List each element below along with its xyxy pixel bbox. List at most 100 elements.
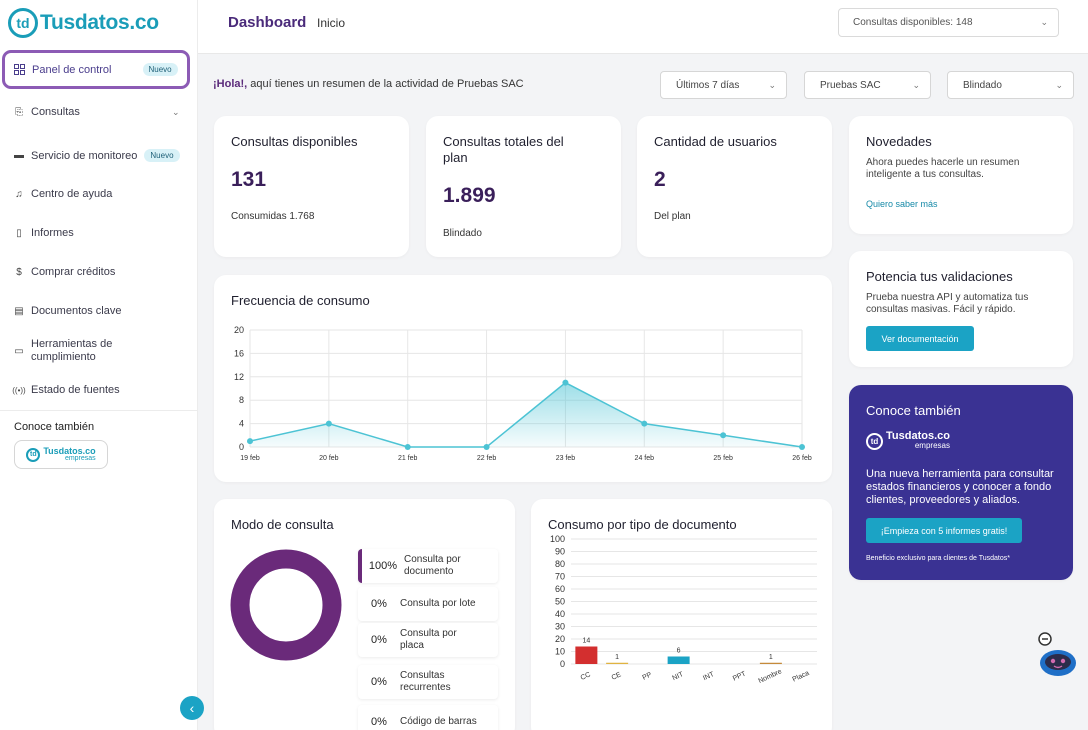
mode-row[interactable]: 0% Consulta por placa xyxy=(358,623,498,657)
start-free-button[interactable]: ¡Empieza con 5 informes gratis! xyxy=(866,518,1022,543)
sidebar: td Tusdatos.co Panel de control Nuevo ⎘ … xyxy=(0,0,204,730)
data-point xyxy=(325,420,332,427)
bar xyxy=(606,662,629,664)
y-tick-label: 30 xyxy=(555,622,565,632)
mode-row[interactable]: 0% Consulta por lote xyxy=(358,587,498,621)
y-tick-label: 4 xyxy=(239,419,244,429)
y-tick-label: 0 xyxy=(239,442,244,452)
sidebar-item-label: Panel de control xyxy=(32,63,112,76)
empresas-link[interactable]: td Tusdatos.co empresas xyxy=(14,440,108,469)
view-docs-button[interactable]: Ver documentación xyxy=(866,326,974,351)
sidebar-item-label-2: cumplimiento xyxy=(31,351,96,363)
sidebar-item-label: Consultas xyxy=(31,106,80,118)
sidebar-item-ayuda[interactable]: ♫ Centro de ayuda xyxy=(0,188,198,200)
sidebar-item-herramientas[interactable]: ▭ Herramientas de cumplimiento xyxy=(0,338,198,364)
x-tick-label: 19 feb xyxy=(240,455,260,462)
y-tick-label: 50 xyxy=(555,597,565,607)
sidebar-item-documentos[interactable]: ▤ Documentos clave xyxy=(0,305,198,317)
credits-value: Consultas disponibles: 148 xyxy=(853,17,973,28)
promo-title: Conoce también xyxy=(866,403,961,418)
mode-donut xyxy=(230,549,342,661)
coin-icon: $ xyxy=(16,266,22,278)
y-tick-label: 0 xyxy=(560,659,565,669)
company-select[interactable]: Pruebas SAC ⌄ xyxy=(804,71,931,99)
y-tick-label: 12 xyxy=(234,372,244,382)
learn-more-link[interactable]: Quiero saber más xyxy=(866,199,938,209)
stat-title-2: plan xyxy=(443,150,468,165)
x-tick-label: CC xyxy=(580,671,592,682)
sidebar-item-label: Centro de ayuda xyxy=(31,188,113,200)
sidebar-item-consultas[interactable]: ⎘ Consultas ⌄ xyxy=(0,106,198,118)
x-tick-label: PPT xyxy=(732,670,748,682)
mode-row[interactable]: 0% Consultas recurrentes xyxy=(358,665,498,699)
mode-row[interactable]: 0% Código de barras xyxy=(358,705,498,730)
mode-label: Código de barras xyxy=(400,716,477,727)
mini-brand-sub: empresas xyxy=(64,454,96,462)
chart-title: Consumo por tipo de documento xyxy=(548,517,737,532)
collapse-sidebar-button[interactable]: ‹ xyxy=(180,696,204,720)
sidebar-item-fuentes[interactable]: ((•)) Estado de fuentes xyxy=(0,384,198,396)
x-tick-label: 21 feb xyxy=(398,455,418,462)
brand-logo[interactable]: td Tusdatos.co xyxy=(8,8,159,38)
new-badge: Nuevo xyxy=(144,149,180,162)
chevron-down-icon: ⌄ xyxy=(768,80,776,90)
news-body: Ahora puedes hacerle un resumen xyxy=(866,157,1020,168)
data-point xyxy=(404,444,411,450)
greeting-hello: ¡Hola!, xyxy=(213,78,248,90)
stat-value: 131 xyxy=(231,168,267,191)
sidebar-item-label: Comprar créditos xyxy=(31,266,116,278)
top-bar: Dashboard Inicio Consultas disponibles: … xyxy=(198,0,1088,54)
sidebar-item-creditos[interactable]: $ Comprar créditos xyxy=(0,266,198,278)
sidebar-item-monitoreo[interactable]: ▬ Servicio de monitoreo Nuevo xyxy=(0,149,198,162)
data-label: 1 xyxy=(769,654,773,661)
stat-note: Del plan xyxy=(654,211,691,222)
y-tick-label: 90 xyxy=(555,547,565,557)
mode-pct: 100% xyxy=(368,560,398,572)
x-tick-label: 25 feb xyxy=(713,455,733,462)
chatbot-icon[interactable] xyxy=(1033,631,1081,679)
sidebar-item-label: Informes xyxy=(31,227,74,239)
mode-label-2: documento xyxy=(404,566,454,577)
greeting: ¡Hola!, aquí tienes un resumen de la act… xyxy=(213,78,524,90)
mode-title: Modo de consulta xyxy=(231,517,334,532)
doc-type-chart-card: Consumo por tipo de documento 0 10 20 30 40 5… xyxy=(531,499,832,730)
sidebar-item-informes[interactable]: ▯ Informes xyxy=(0,227,198,239)
chevron-down-icon: ⌄ xyxy=(1055,80,1063,90)
search-doc-icon: ⎘ xyxy=(15,106,23,118)
range-select[interactable]: Últimos 7 días ⌄ xyxy=(660,71,787,99)
mode-label: Consulta por xyxy=(400,628,457,639)
news-title: Novedades xyxy=(866,134,932,149)
data-point xyxy=(483,444,490,450)
mode-label: Consulta por xyxy=(404,554,461,565)
sidebar-item-panel-de-control[interactable]: Panel de control Nuevo xyxy=(2,50,190,89)
mode-pct: 0% xyxy=(371,634,387,646)
promo-logo: td Tusdatos.co empresas xyxy=(866,431,950,451)
new-badge: Nuevo xyxy=(142,63,178,76)
doc-type-chart: 0 10 20 30 40 50 60 70 80 90 100 14 CC 1 CE PP 6 NIT INT PP… xyxy=(550,534,817,685)
y-tick-label: 20 xyxy=(234,325,244,335)
data-point xyxy=(799,444,805,450)
stat-title: Consultas disponibles xyxy=(231,134,358,149)
chevron-down-icon: ⌄ xyxy=(1040,17,1048,27)
range-value: Últimos 7 días xyxy=(676,79,740,91)
frequency-chart-card: Frecuencia de consumo 0 4 8 12 16 20 19 feb 20 … xyxy=(214,275,832,482)
promo-brand-sub: empresas xyxy=(914,441,950,450)
api-body-2: consultas masivas. Fácil y rápido. xyxy=(866,304,1016,315)
stat-title: Consultas totales del xyxy=(443,134,564,149)
logo-text: Tusdatos.co xyxy=(40,11,159,34)
mode-label: Consultas xyxy=(400,670,445,681)
mode-row[interactable]: 100% Consulta por documento xyxy=(358,549,498,583)
y-tick-label: 40 xyxy=(555,609,565,619)
folder-icon: ▭ xyxy=(14,345,24,357)
bar xyxy=(575,646,598,664)
grid-icon xyxy=(14,64,25,75)
x-tick-label: PP xyxy=(642,671,654,681)
page-title: Dashboard xyxy=(228,14,307,31)
credits-select[interactable]: Consultas disponibles: 148 ⌄ xyxy=(838,8,1059,37)
stat-value: 1.899 xyxy=(443,184,496,207)
x-tick-label: NIT xyxy=(671,671,685,682)
api-title: Potencia tus validaciones xyxy=(866,269,1013,284)
promo-note: Beneficio exclusivo para clientes de Tus… xyxy=(866,555,1010,562)
stat-note: Blindado xyxy=(443,228,482,239)
plan-select[interactable]: Blindado ⌄ xyxy=(947,71,1074,99)
